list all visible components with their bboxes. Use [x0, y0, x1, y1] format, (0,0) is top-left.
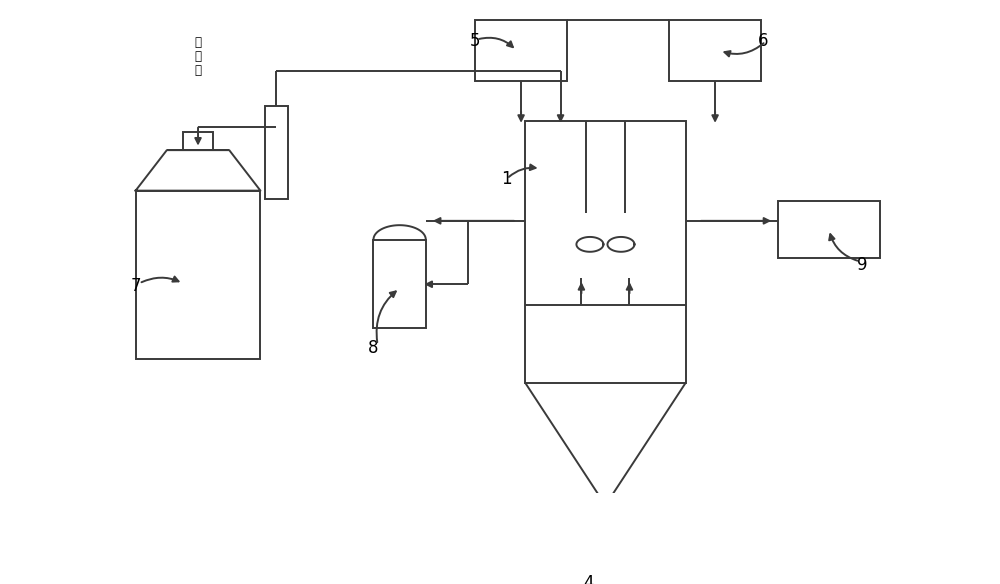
Text: 原
污
泥: 原 污 泥 [195, 36, 202, 77]
Text: 1: 1 [501, 170, 512, 188]
Bar [778, 201, 880, 258]
Text: 9: 9 [857, 256, 868, 274]
Text: 6: 6 [758, 32, 768, 50]
Bar [475, 20, 567, 81]
Bar [136, 190, 260, 359]
Text: 5: 5 [469, 32, 480, 50]
Bar [525, 121, 686, 383]
Text: 8: 8 [368, 339, 379, 356]
Bar [669, 20, 761, 81]
Bar [183, 131, 213, 150]
Text: 7: 7 [130, 277, 141, 295]
Text: 4: 4 [583, 574, 594, 584]
Bar [265, 106, 288, 199]
Bar [373, 239, 426, 328]
